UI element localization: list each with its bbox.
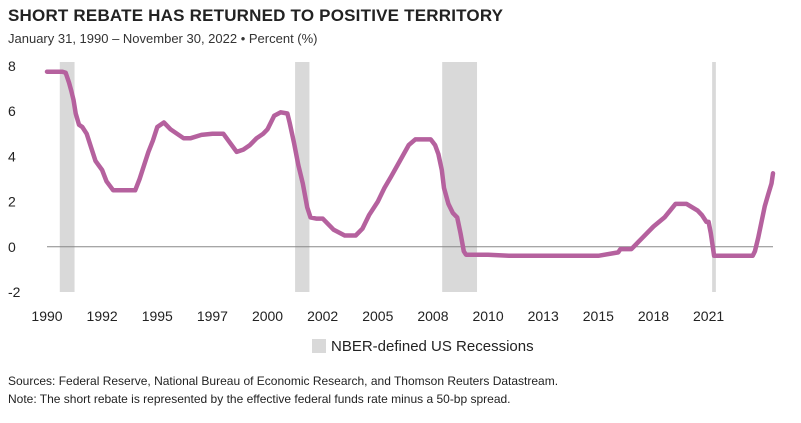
chart-subtitle: January 31, 1990 – November 30, 2022 • P… — [8, 31, 318, 46]
y-tick-label: 0 — [8, 239, 16, 255]
y-tick-label: 2 — [8, 194, 16, 210]
x-tick-label: 2018 — [638, 308, 669, 324]
legend-swatch-recession — [312, 339, 326, 353]
recession-band-2 — [442, 62, 478, 292]
recession-band-0 — [59, 62, 75, 292]
line-chart: 8 6 4 2 0 -2 1990 1992 1995 1997 2000 2002 2005 2008… — [8, 58, 776, 324]
x-axis: 1990 1992 1995 1997 2000 2002 2005 2008 2010 2013… — [31, 308, 724, 324]
x-tick-label: 1995 — [142, 308, 173, 324]
legend: NBER-defined US Recessions — [312, 337, 534, 355]
method-note: Note: The short rebate is represented by… — [8, 392, 511, 406]
recession-band-3 — [712, 62, 716, 292]
x-tick-label: 2010 — [472, 308, 503, 324]
legend-label-recession: NBER-defined US Recessions — [331, 337, 534, 355]
x-tick-label: 2015 — [583, 308, 614, 324]
y-tick-label: 8 — [8, 58, 16, 74]
x-tick-label: 1990 — [31, 308, 62, 324]
x-tick-label: 1992 — [87, 308, 118, 324]
x-tick-label: 2005 — [362, 308, 393, 324]
y-axis: 8 6 4 2 0 -2 — [8, 58, 21, 300]
x-tick-label: 1997 — [197, 308, 228, 324]
series-group — [44, 69, 776, 259]
x-tick-label: 2013 — [528, 308, 559, 324]
x-tick-label: 2000 — [252, 308, 283, 324]
y-tick-label: 4 — [8, 148, 16, 164]
chart-title: SHORT REBATE HAS RETURNED TO POSITIVE TE… — [8, 6, 504, 25]
x-tick-label: 2008 — [417, 308, 448, 324]
y-tick-label: -2 — [8, 284, 21, 300]
x-tick-label: 2021 — [693, 308, 724, 324]
sources-note: Sources: Federal Reserve, National Burea… — [8, 374, 559, 388]
recession-bands — [59, 62, 716, 292]
series-line-short-rebate — [44, 69, 776, 259]
y-tick-label: 6 — [8, 103, 16, 119]
x-tick-label: 2002 — [307, 308, 338, 324]
